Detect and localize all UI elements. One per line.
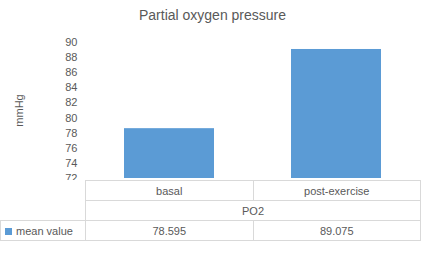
svg-text:72: 72	[65, 172, 77, 180]
html-text:mean value: mean value	[16, 224, 73, 237]
svg-text:76: 76	[65, 142, 77, 154]
svg-text:82: 82	[65, 96, 77, 108]
html-text:post-exercise: post-exercise	[304, 184, 370, 197]
html-text:89.075: 89.075	[319, 224, 354, 237]
html-text:basal: basal	[156, 184, 183, 197]
svg-text:86: 86	[65, 66, 77, 78]
svg-text:74: 74	[65, 157, 77, 169]
html-text:PO2: PO2	[242, 204, 264, 217]
html-text:Partial oxygen pressure: Partial oxygen pressure	[139, 7, 286, 23]
svg-text:78: 78	[65, 127, 77, 139]
html-text:78.595: 78.595	[152, 224, 187, 237]
svg-text:mmHg: mmHg	[13, 94, 25, 126]
svg-text:84: 84	[65, 81, 77, 93]
svg-text:80: 80	[65, 112, 77, 124]
svg-text:90: 90	[65, 36, 77, 48]
svg-text:88: 88	[65, 51, 77, 63]
